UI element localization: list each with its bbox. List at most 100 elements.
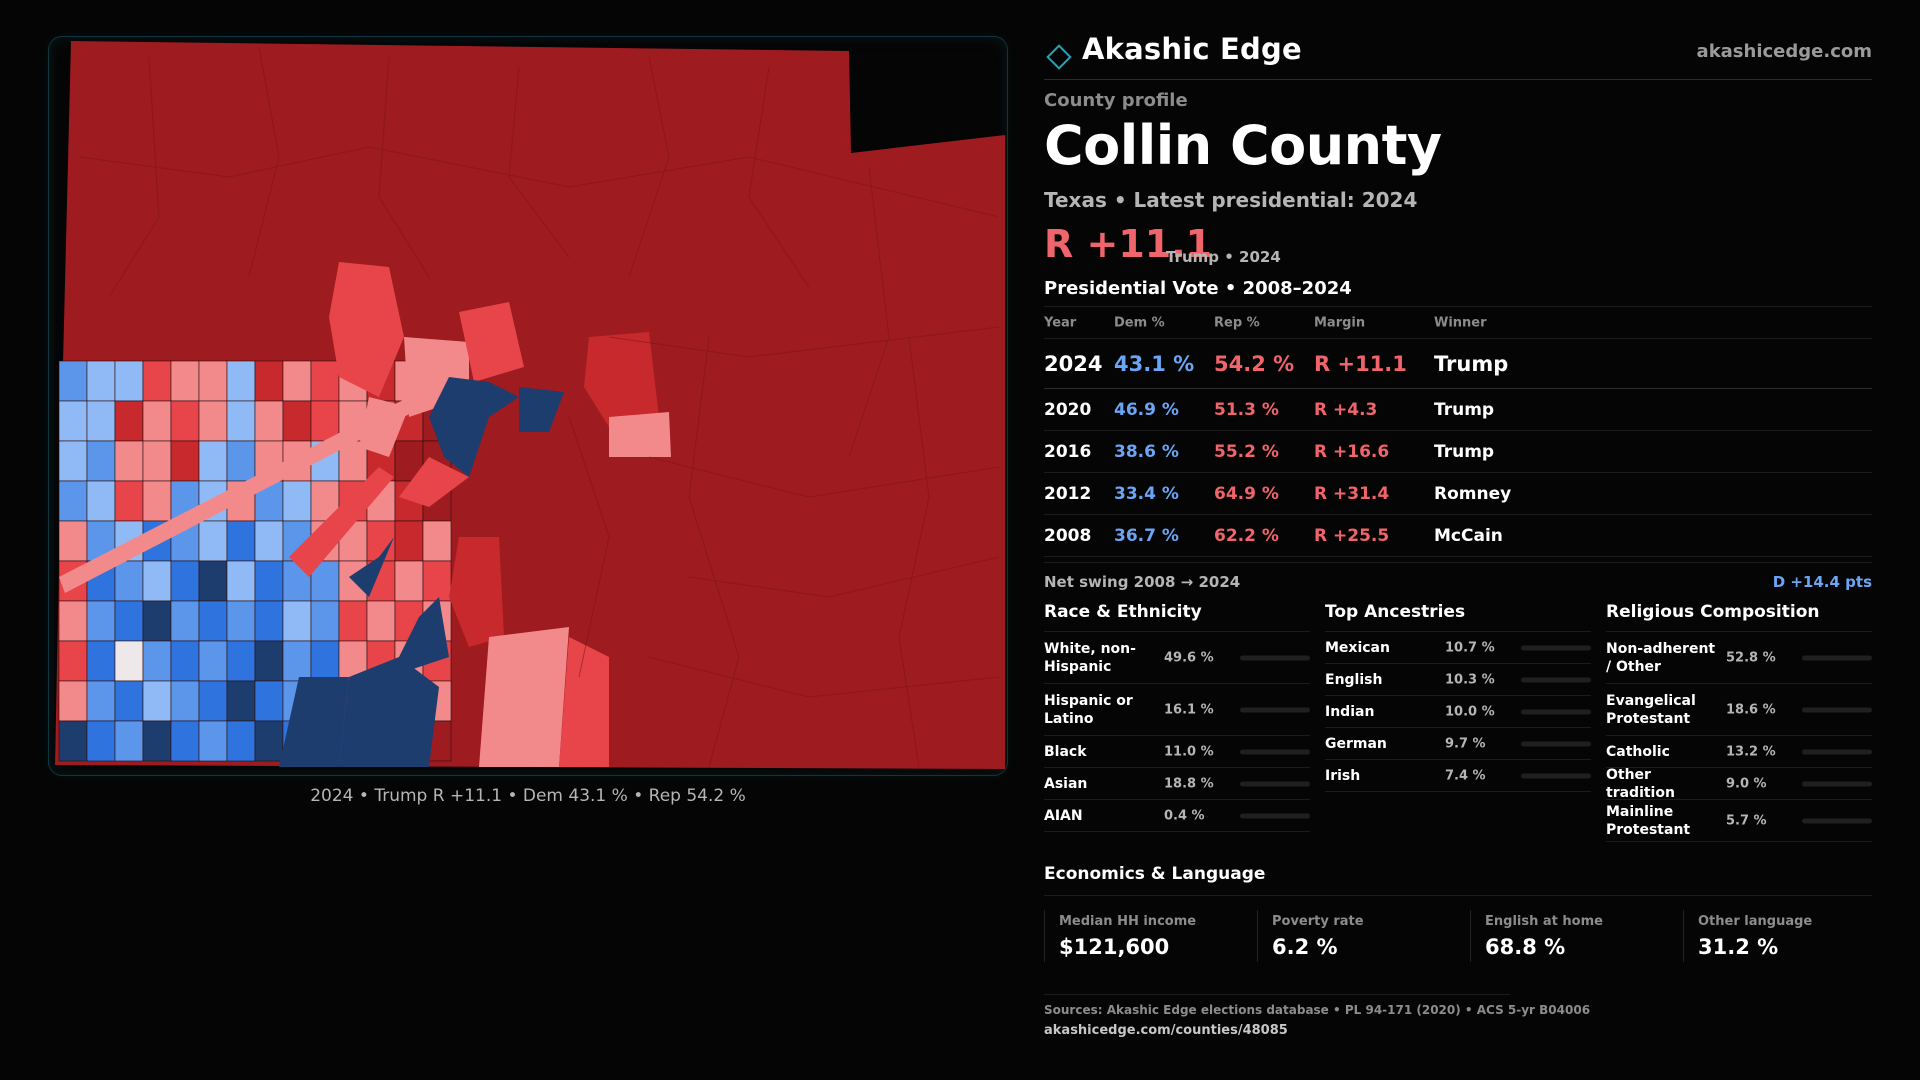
precinct[interactable]	[198, 680, 228, 722]
precinct[interactable]	[114, 400, 144, 442]
precinct[interactable]	[170, 640, 200, 682]
precinct[interactable]	[198, 440, 228, 482]
precinct[interactable]	[58, 600, 88, 642]
precinct[interactable]	[282, 600, 312, 642]
precinct[interactable]	[58, 640, 88, 682]
precinct[interactable]	[226, 400, 256, 442]
precinct[interactable]	[339, 657, 439, 767]
precinct[interactable]	[170, 600, 200, 642]
precinct[interactable]	[114, 440, 144, 482]
precinct[interactable]	[254, 640, 284, 682]
county-map[interactable]	[48, 36, 1008, 776]
precinct[interactable]	[142, 560, 172, 602]
precinct[interactable]	[86, 360, 116, 402]
precinct[interactable]	[389, 597, 449, 677]
precinct[interactable]	[310, 600, 340, 642]
precinct[interactable]	[170, 360, 200, 402]
precinct[interactable]	[422, 520, 452, 562]
precinct[interactable]	[86, 720, 116, 762]
precinct[interactable]	[584, 332, 659, 427]
precinct[interactable]	[394, 560, 424, 602]
brand-url-link[interactable]: akashicedge.com	[1696, 41, 1872, 62]
precinct[interactable]	[142, 360, 172, 402]
precinct[interactable]	[114, 680, 144, 722]
precinct[interactable]	[114, 720, 144, 762]
precinct[interactable]	[422, 560, 452, 602]
precinct[interactable]	[86, 400, 116, 442]
precinct[interactable]	[399, 457, 469, 507]
precinct[interactable]	[254, 600, 284, 642]
precinct[interactable]	[170, 440, 200, 482]
precinct[interactable]	[226, 680, 256, 722]
precinct[interactable]	[198, 640, 228, 682]
precinct[interactable]	[329, 262, 404, 397]
precinct[interactable]	[254, 400, 284, 442]
precinct[interactable]	[226, 720, 256, 762]
precinct[interactable]	[86, 680, 116, 722]
precinct[interactable]	[142, 640, 172, 682]
precinct[interactable]	[366, 600, 396, 642]
precinct[interactable]	[114, 560, 144, 602]
precinct[interactable]	[349, 537, 394, 597]
precinct[interactable]	[58, 520, 88, 562]
precinct[interactable]	[114, 640, 144, 682]
precinct[interactable]	[254, 560, 284, 602]
precinct[interactable]	[86, 640, 116, 682]
precinct[interactable]	[142, 720, 172, 762]
precinct[interactable]	[459, 302, 524, 382]
precinct[interactable]	[254, 680, 284, 722]
precinct[interactable]	[282, 360, 312, 402]
precinct[interactable]	[254, 720, 284, 762]
precinct[interactable]	[59, 397, 419, 593]
precinct[interactable]	[226, 440, 256, 482]
precinct[interactable]	[449, 537, 504, 647]
precinct[interactable]	[282, 400, 312, 442]
precinct[interactable]	[170, 680, 200, 722]
precinct[interactable]	[282, 480, 312, 522]
county-url-link[interactable]: akashicedge.com/counties/48085	[1044, 1023, 1288, 1038]
precinct[interactable]	[142, 440, 172, 482]
precinct[interactable]	[198, 360, 228, 402]
precinct[interactable]	[198, 600, 228, 642]
precinct[interactable]	[114, 360, 144, 402]
precinct[interactable]	[142, 400, 172, 442]
precinct[interactable]	[142, 600, 172, 642]
precinct[interactable]	[338, 600, 368, 642]
precinct[interactable]	[86, 440, 116, 482]
precinct[interactable]	[479, 627, 569, 767]
precinct[interactable]	[226, 520, 256, 562]
precinct[interactable]	[394, 520, 424, 562]
precinct[interactable]	[170, 720, 200, 762]
precinct[interactable]	[142, 680, 172, 722]
precinct[interactable]	[114, 600, 144, 642]
precinct[interactable]	[226, 640, 256, 682]
precinct[interactable]	[86, 600, 116, 642]
precinct[interactable]	[170, 400, 200, 442]
precinct[interactable]	[289, 467, 394, 577]
precinct[interactable]	[86, 480, 116, 522]
precinct[interactable]	[170, 560, 200, 602]
precinct[interactable]	[226, 360, 256, 402]
precinct[interactable]	[198, 560, 228, 602]
precinct[interactable]	[114, 480, 144, 522]
precinct[interactable]	[310, 400, 340, 442]
precinct[interactable]	[58, 400, 88, 442]
precinct[interactable]	[609, 412, 671, 457]
precinct-map[interactable]	[49, 37, 1008, 776]
precinct[interactable]	[226, 600, 256, 642]
precinct[interactable]	[58, 680, 88, 722]
precinct[interactable]	[226, 560, 256, 602]
precinct[interactable]	[142, 480, 172, 522]
precinct[interactable]	[282, 640, 312, 682]
precinct[interactable]	[58, 720, 88, 762]
precinct[interactable]	[198, 720, 228, 762]
precinct[interactable]	[519, 387, 564, 432]
precinct[interactable]	[310, 640, 340, 682]
precinct[interactable]	[559, 637, 609, 767]
precinct[interactable]	[198, 400, 228, 442]
precinct[interactable]	[254, 360, 284, 402]
precinct[interactable]	[58, 440, 88, 482]
precinct[interactable]	[310, 360, 340, 402]
precinct[interactable]	[279, 677, 349, 767]
precinct[interactable]	[254, 520, 284, 562]
